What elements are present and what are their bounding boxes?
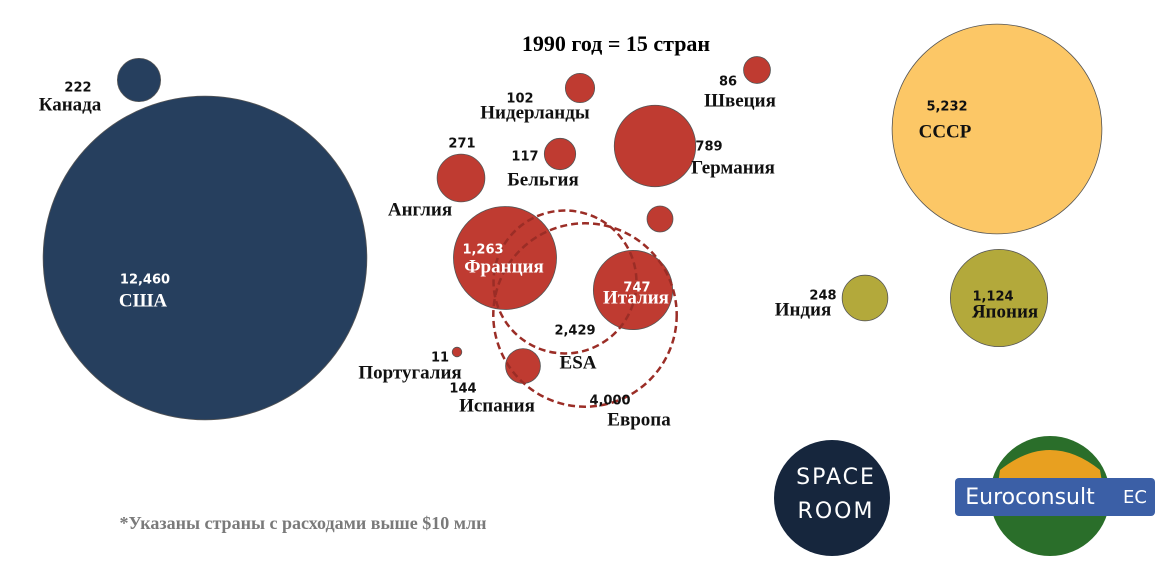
bubble-label: Индия (775, 299, 832, 320)
bubble (613, 104, 697, 188)
value-label: 5,232 (926, 100, 967, 115)
bubble-label: Швеция (704, 90, 776, 111)
value-label: 11 (431, 351, 449, 366)
value-label: 1,263 (462, 243, 503, 258)
bubble (564, 72, 596, 104)
logo-text: EC (1123, 487, 1147, 508)
bubble (841, 274, 889, 322)
bubble (42, 95, 368, 421)
bubble-label: США (119, 290, 168, 311)
bubble-label: Англия (388, 199, 452, 220)
bubble-label: Нидерланды (480, 102, 590, 123)
value-label: 222 (64, 81, 91, 96)
bubble-label: СССР (919, 121, 972, 142)
bubble (505, 348, 541, 384)
bubble-label: Италия (603, 287, 669, 308)
bubble (743, 56, 771, 84)
value-label: 747 (623, 281, 650, 296)
bubble-label: Европа (607, 409, 671, 430)
bubble-label: Португалия (358, 362, 461, 383)
chart-title: 1990 год = 15 стран (522, 31, 711, 56)
bubble-label: Япония (972, 301, 1038, 322)
value-label: 117 (511, 150, 538, 165)
space-room-logo: SPACE ROOM (774, 440, 890, 556)
bubble (949, 248, 1049, 348)
value-label: 248 (809, 289, 836, 304)
value-label: 271 (448, 137, 475, 152)
dashed-bubble (492, 222, 678, 408)
bubble (592, 249, 674, 331)
value-label: 102 (506, 92, 533, 107)
bubble (451, 346, 463, 358)
value-label: 789 (695, 140, 722, 155)
bubble-label: Франция (464, 256, 544, 277)
value-label: 86 (719, 75, 737, 90)
value-label: 1,124 (972, 290, 1013, 305)
bubble-label: ESA (560, 352, 597, 373)
logo-circle (774, 440, 890, 556)
euroconsult-logo: Euroconsult EC (955, 436, 1155, 556)
bubble (891, 23, 1103, 235)
bubble (543, 137, 577, 171)
bubble (436, 153, 486, 203)
bubble-label: Испания (459, 395, 535, 416)
bubble (116, 57, 162, 103)
dashed-bubble (492, 209, 638, 355)
logo-text: Euroconsult (965, 485, 1095, 510)
logo-text: SPACE (796, 465, 876, 490)
value-label: 144 (449, 382, 476, 397)
bubble-label: Бельгия (507, 169, 579, 190)
logo-banner (955, 478, 1155, 516)
logo-text: ROOM (798, 499, 875, 524)
value-label: 12,460 (120, 273, 170, 288)
value-label: 2,429 (554, 324, 595, 339)
value-label: 4,000 (589, 394, 630, 409)
note: *Указаны страны с расходами выше $10 млн (120, 513, 487, 533)
bubble-label: Канада (39, 94, 102, 115)
bubble (646, 205, 674, 233)
bubble-label: Германия (691, 157, 775, 178)
bubble (453, 206, 557, 310)
